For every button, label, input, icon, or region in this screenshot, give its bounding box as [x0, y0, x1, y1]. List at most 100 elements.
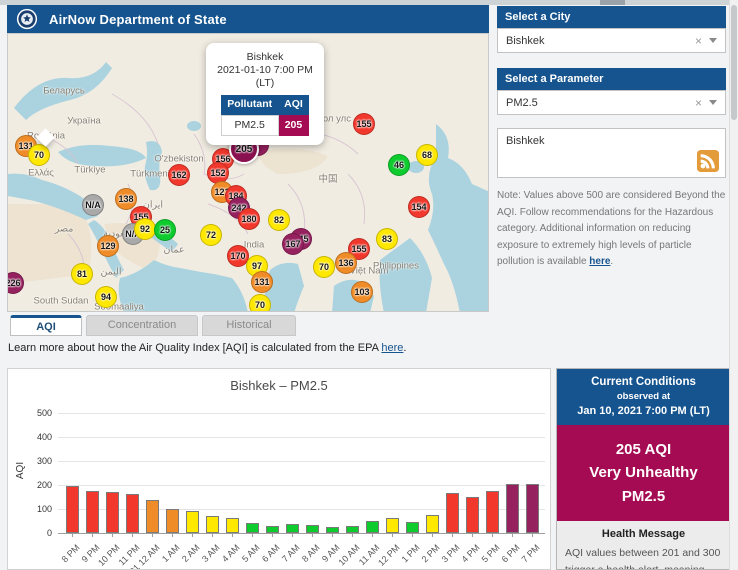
chart-title: Bishkek – PM2.5 [230, 378, 328, 393]
popup-aqi-table: Pollutant AQI PM2.5 205 [220, 95, 310, 136]
epa-link[interactable]: here [381, 342, 404, 354]
chart-bar[interactable] [366, 521, 379, 533]
chart-bar[interactable] [186, 511, 199, 533]
aqi-map-marker[interactable]: 226 [8, 272, 24, 294]
map-country-label: 中国 [318, 174, 338, 185]
chart-bar[interactable] [446, 493, 459, 533]
chart-bar[interactable] [286, 524, 299, 533]
aqi-map-marker[interactable]: 81 [71, 263, 93, 285]
chart-bar[interactable] [106, 492, 119, 533]
chart-y-tick-label: 0 [46, 528, 52, 538]
map-country-label: Україна [67, 115, 101, 127]
current-conditions-header: Current Conditions observed at Jan 10, 2… [557, 369, 730, 425]
aqi-map-marker[interactable]: 170 [227, 245, 249, 267]
chart-y-tick-label: 400 [36, 432, 52, 442]
cc-health-title: Health Message [601, 527, 686, 540]
select-parameter-header: Select a Parameter [497, 68, 726, 90]
feed-box: Bishkek [497, 128, 726, 178]
chart-bar[interactable] [466, 497, 479, 533]
chart-bar[interactable] [126, 494, 139, 533]
aqi-map-marker[interactable]: 70 [28, 144, 50, 166]
aqi-map-marker[interactable]: 83 [376, 228, 398, 250]
tab-aqi[interactable]: AQI [10, 315, 82, 336]
aqi-map-marker[interactable]: 92 [134, 218, 156, 240]
parameter-caret-icon[interactable] [709, 100, 717, 105]
chart-bar[interactable] [406, 522, 419, 533]
chart-bar[interactable] [526, 484, 539, 533]
aqi-map-marker[interactable]: 25 [154, 219, 176, 241]
chart-x-tick [272, 533, 273, 537]
scrollbar-thumb[interactable] [731, 5, 737, 120]
chart-bar[interactable] [226, 518, 239, 533]
tab-concentration[interactable]: Concentration [86, 315, 198, 336]
aqi-map[interactable]: БеларусьУкраїнаRomâniaΕλλάςTürkiyeO'zbek… [7, 33, 489, 312]
aqi-map-marker[interactable]: 94 [95, 286, 117, 308]
aqi-map-marker[interactable]: 131 [251, 271, 273, 293]
aqi-map-marker[interactable]: 82 [268, 209, 290, 231]
rss-icon[interactable] [697, 150, 719, 172]
chart-x-tick [292, 533, 293, 537]
aqi-map-marker[interactable]: 46 [388, 154, 410, 176]
aqi-map-marker[interactable]: 70 [249, 294, 271, 311]
parameter-select[interactable]: PM2.5 × [497, 90, 726, 115]
cc-observed-label: observed at [616, 391, 671, 402]
chart-x-tick [512, 533, 513, 537]
chart-bar[interactable] [266, 526, 279, 533]
chart-bar[interactable] [306, 525, 319, 533]
aqi-map-marker[interactable]: 180 [238, 208, 260, 230]
city-caret-icon[interactable] [709, 38, 717, 43]
chart-gridline [58, 461, 545, 462]
learn-more-prefix: Learn more about how the Air Quality Ind… [8, 342, 382, 354]
city-clear-icon[interactable]: × [694, 33, 702, 48]
chart-bar[interactable] [146, 500, 159, 533]
chart-bar[interactable] [426, 515, 439, 533]
chart-bar[interactable] [386, 518, 399, 533]
chart-bar[interactable] [346, 526, 359, 533]
aqi-map-marker[interactable]: N/A [82, 194, 104, 216]
city-select[interactable]: Bishkek × [497, 28, 726, 53]
tab-historical[interactable]: Historical [202, 315, 296, 336]
chart-bar[interactable] [206, 516, 219, 533]
chart-x-tick [352, 533, 353, 537]
aqi-map-marker[interactable]: 154 [408, 196, 430, 218]
chart-x-tick [72, 533, 73, 537]
chart-bar[interactable] [506, 484, 519, 533]
aqi-map-marker[interactable]: 155 [353, 113, 375, 135]
cc-aqi-banner: 205 AQI Very Unhealthy PM2.5 [557, 425, 730, 521]
aqi-map-marker[interactable]: 72 [200, 224, 222, 246]
aqi-map-marker[interactable]: 136 [335, 252, 357, 274]
note-here-link[interactable]: here [589, 256, 611, 267]
chart-bar[interactable] [86, 491, 99, 533]
chart-bar[interactable] [326, 527, 339, 533]
aqi-map-marker[interactable]: 167 [282, 233, 304, 255]
map-country-label: Türkiye [74, 164, 106, 176]
cc-health-section: Health Message AQI values between 201 an… [557, 521, 730, 569]
cc-observed-datetime: Jan 10, 2021 7:00 PM (LT) [577, 405, 710, 417]
map-country-label: India [243, 239, 265, 251]
aqi-map-marker[interactable]: 103 [351, 281, 373, 303]
chart-bar[interactable] [246, 523, 259, 533]
chart-x-tick [312, 533, 313, 537]
map-country-label: Soomaaliya [94, 301, 144, 312]
chart-x-tick [412, 533, 413, 537]
map-country-label: Беларусь [43, 85, 85, 97]
aqi-map-marker[interactable]: 162 [168, 164, 190, 186]
parameter-clear-icon[interactable]: × [694, 95, 702, 110]
chart-bar[interactable] [486, 491, 499, 533]
chart-y-tick-label: 100 [36, 504, 52, 514]
aqi-map-marker[interactable]: 138 [115, 188, 137, 210]
feed-city-text: Bishkek [506, 135, 545, 147]
map-country-label: Türkmenistan [130, 168, 188, 180]
chart-bar[interactable] [66, 486, 79, 533]
aqi-map-marker[interactable]: 70 [313, 256, 335, 278]
map-country-label: اليمن [100, 266, 122, 278]
app-title: AirNow Department of State [49, 11, 227, 27]
page-scrollbar[interactable] [729, 0, 738, 570]
chart-x-tick [192, 533, 193, 537]
aqi-map-marker[interactable]: 68 [416, 144, 438, 166]
chart-bar[interactable] [166, 509, 179, 533]
map-country-label: مصر [54, 223, 74, 235]
chart-x-tick [132, 533, 133, 537]
aqi-map-marker[interactable]: 129 [97, 235, 119, 257]
